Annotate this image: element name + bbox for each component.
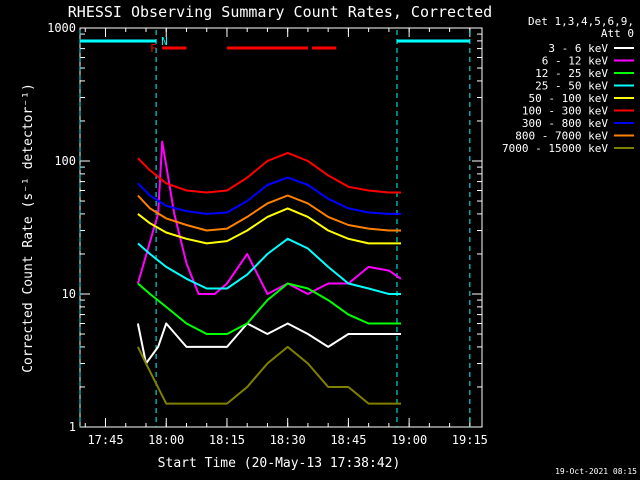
- legend-entry-label: 12 - 25 keV: [535, 67, 608, 80]
- y-tick-label: 1: [69, 420, 76, 434]
- series-lines: [136, 140, 402, 405]
- series-line-4: [137, 207, 401, 245]
- legend-entry-label: 6 - 12 keV: [542, 55, 609, 68]
- legend-entry-label: 7000 - 15000 keV: [502, 142, 608, 155]
- legend-entry-label: 800 - 7000 keV: [515, 130, 608, 143]
- chart-title: RHESSI Observing Summary Count Rates, Co…: [68, 3, 492, 21]
- legend-entry-label: 100 - 300 keV: [522, 105, 608, 118]
- timestamp: 19-Oct-2021 08:15: [555, 467, 637, 476]
- legend-title-line-2: Att 0: [601, 27, 634, 40]
- x-axis-ticks: 17:45 18:00 18:15 18:30 18:45 19:00 19:15: [84, 28, 488, 447]
- plot-frame: [79, 27, 483, 428]
- x-axis-label: Start Time (20-May-13 17:38:42): [158, 456, 401, 471]
- series-line-1: [136, 140, 402, 295]
- legend-entry-label: 50 - 100 keV: [529, 92, 609, 105]
- series-line-8: [137, 345, 401, 405]
- legend-entry-label: 300 - 800 keV: [522, 117, 608, 130]
- x-tick-label: 19:00: [391, 433, 427, 447]
- x-tick-label: 18:00: [148, 433, 184, 447]
- y-tick-label: 100: [54, 154, 76, 168]
- series-line-7: [137, 194, 401, 232]
- flag-label-F: F: [150, 42, 157, 55]
- legend-title-line-1: Det 1,3,4,5,6,9,: [528, 15, 634, 28]
- flag-bars: FN: [79, 30, 471, 427]
- x-tick-label: 18:30: [270, 433, 306, 447]
- series-line-3: [137, 237, 401, 295]
- y-tick-label: 1000: [47, 21, 76, 35]
- legend-entry-label: 25 - 50 keV: [535, 80, 608, 93]
- series-line-0: [136, 322, 401, 365]
- flag-label-N: N: [161, 35, 168, 48]
- y-axis-label: Corrected Count Rate (s⁻¹ detector⁻¹): [21, 83, 36, 373]
- y-tick-label: 10: [62, 287, 76, 301]
- x-tick-label: 17:45: [87, 433, 123, 447]
- x-tick-label: 18:45: [330, 433, 366, 447]
- x-tick-label: 18:15: [209, 433, 245, 447]
- series-line-2: [137, 282, 401, 335]
- series-line-6: [137, 176, 401, 215]
- legend-entry-label: 3 - 6 keV: [548, 42, 608, 55]
- x-tick-label: 19:15: [452, 433, 488, 447]
- y-axis-ticks: 1 10 100 1000: [47, 21, 482, 434]
- series-line-5: [137, 151, 401, 194]
